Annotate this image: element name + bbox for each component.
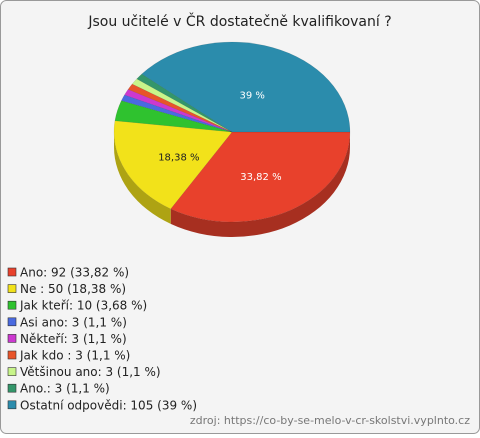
pie-side <box>114 132 171 224</box>
legend-swatch <box>7 284 17 293</box>
legend-swatch <box>7 367 17 376</box>
legend-label: Asi ano: 3 (1,1 %) <box>20 315 127 329</box>
data-label: 18,38 % <box>158 153 199 164</box>
legend-label: Někteří: 3 (1,1 %) <box>20 332 127 346</box>
legend-label: Ano.: 3 (1,1 %) <box>20 382 110 396</box>
pie-slice <box>170 131 351 223</box>
legend-label: Jak kteří: 10 (3,68 %) <box>19 299 147 313</box>
legend-swatch <box>7 300 17 310</box>
pie-slice <box>127 83 233 133</box>
pie-slice <box>141 41 351 133</box>
legend-swatch <box>7 350 17 360</box>
pie-slice <box>124 89 233 133</box>
pie-slice <box>114 100 233 133</box>
legend-swatch <box>7 267 17 277</box>
pie-slice <box>121 94 233 133</box>
legend-label: Ostatní odpovědi: 105 (39 %) <box>20 398 197 412</box>
pie-slice <box>131 78 233 133</box>
source: zdroj: https://co-by-se-melo-v-cr-skolst… <box>190 414 470 427</box>
legend-label: Ano: 92 (33,82 %) <box>20 266 129 280</box>
legend-label: Většinou ano: 3 (1,1 %) <box>20 365 161 379</box>
pie-slice <box>113 120 233 210</box>
data-label: 39 % <box>240 91 265 102</box>
chart-title: Jsou učitelé v ČR dostatečně kvalifikova… <box>87 12 391 30</box>
data-label: 33,82 % <box>240 172 281 183</box>
legend-swatch <box>7 317 17 327</box>
legend-label: Jak kdo : 3 (1,1 %) <box>19 349 130 363</box>
pie-slice <box>136 73 233 133</box>
legend-swatch <box>7 383 17 393</box>
legend-label: Ne : 50 (18,38 %) <box>20 282 126 296</box>
legend-swatch <box>7 400 17 410</box>
legend-swatch <box>7 334 17 343</box>
pie-side <box>170 132 350 237</box>
